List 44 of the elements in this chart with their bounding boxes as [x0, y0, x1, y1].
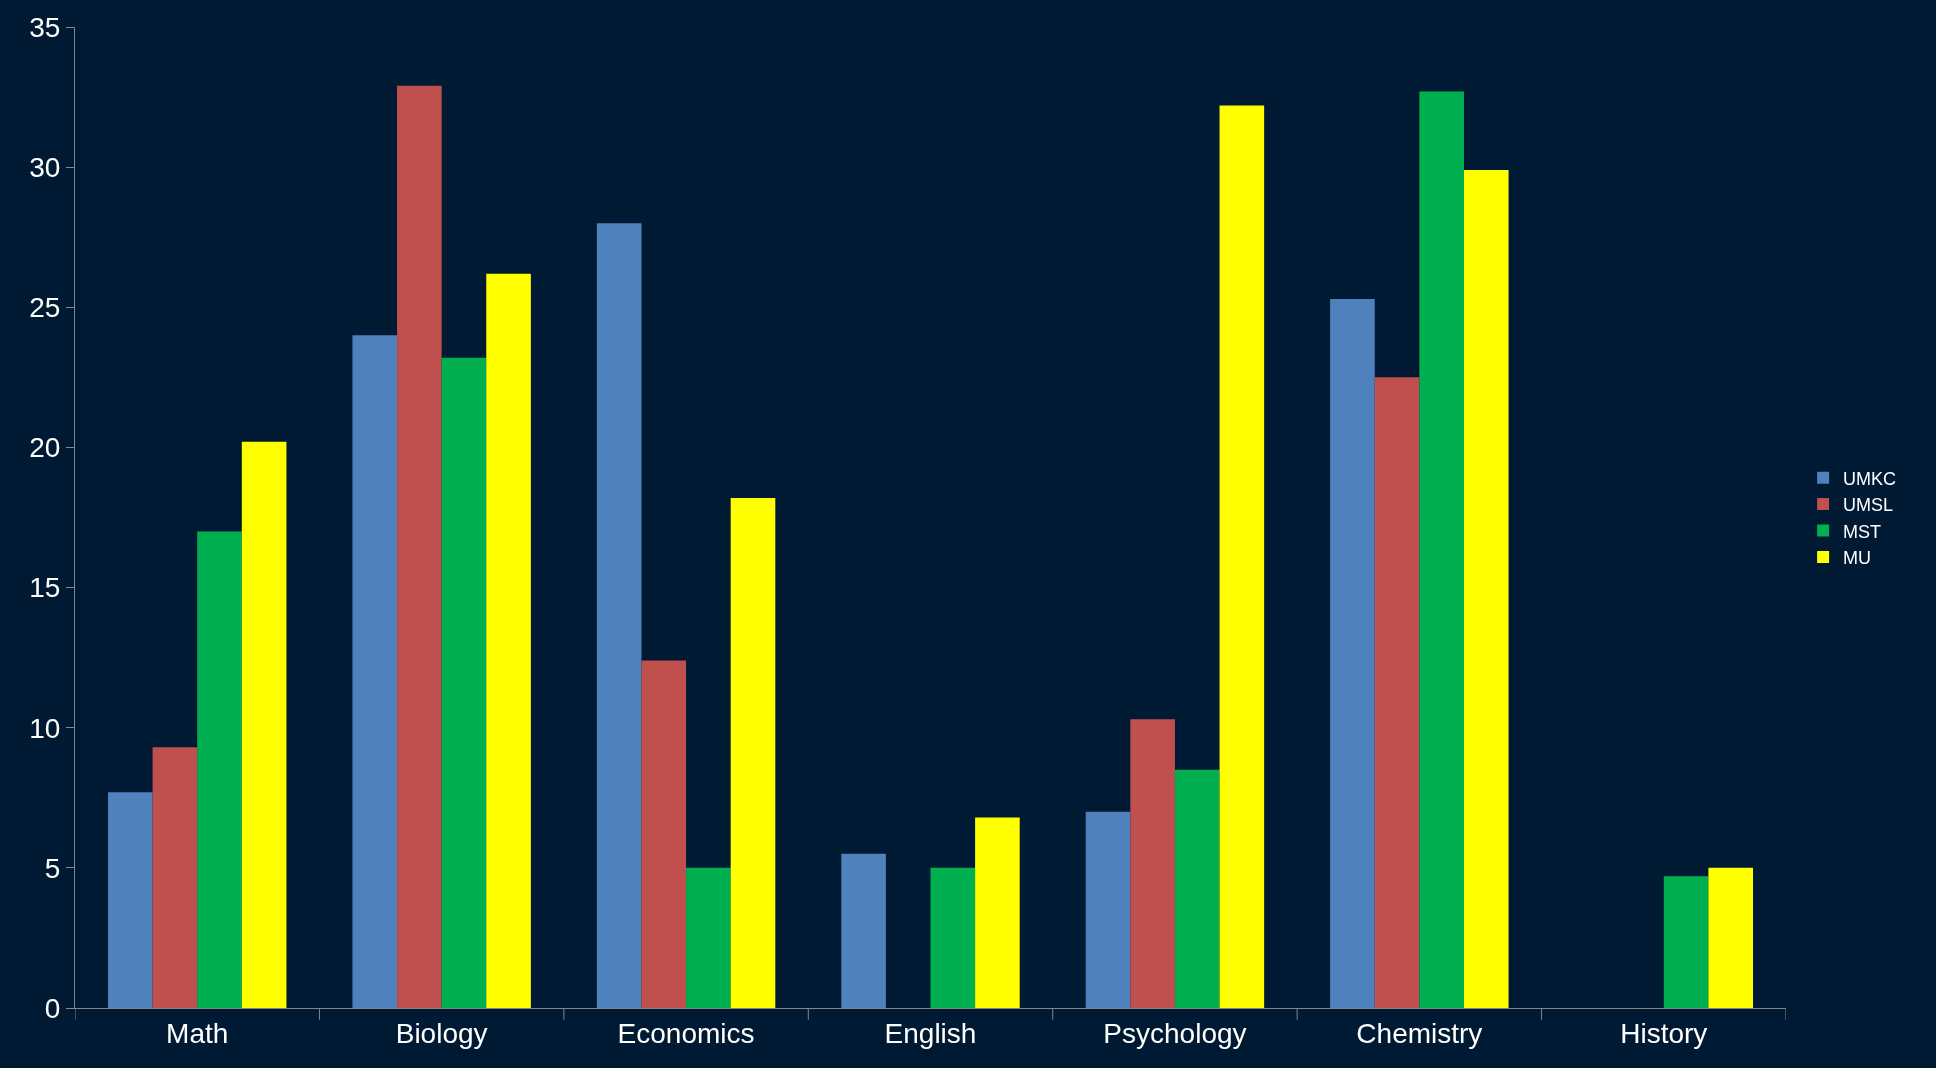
- x-tick-label: Math: [166, 1017, 229, 1049]
- legend-label: MST: [1843, 521, 1882, 542]
- bar: [596, 223, 642, 1008]
- y-tick-label: 25: [29, 292, 61, 324]
- bar: [1085, 811, 1131, 1008]
- x-tick-label: Biology: [395, 1017, 488, 1049]
- bar: [1708, 867, 1753, 1008]
- y-tick-label: 15: [29, 572, 61, 604]
- y-tick-label: 20: [29, 432, 61, 464]
- y-tick-label: 5: [44, 852, 61, 884]
- bar: [686, 867, 731, 1008]
- bar: [152, 747, 198, 1008]
- bar: [1174, 769, 1220, 1008]
- bar: [241, 441, 287, 1008]
- x-tick-label: English: [884, 1017, 977, 1049]
- bar: [1219, 105, 1265, 1008]
- bar: [1663, 876, 1709, 1008]
- x-tick-label: Chemistry: [1356, 1017, 1483, 1049]
- bar: [397, 85, 442, 1008]
- bar: [841, 853, 886, 1008]
- y-tick-label: 10: [29, 712, 61, 744]
- bar: [1374, 377, 1420, 1008]
- bar: [1419, 91, 1464, 1008]
- bar: [352, 335, 398, 1008]
- legend-label: UMKC: [1843, 468, 1897, 489]
- x-tick-label: History: [1620, 1017, 1708, 1049]
- bar: [1330, 298, 1375, 1008]
- legend-label: UMSL: [1843, 495, 1894, 516]
- bar: [486, 273, 531, 1008]
- bar: [197, 531, 242, 1008]
- bar: [441, 357, 487, 1008]
- bar: [975, 817, 1020, 1008]
- bar: [930, 867, 976, 1008]
- bar: [1130, 719, 1175, 1008]
- y-tick-label: 0: [44, 992, 61, 1024]
- bar: [1463, 169, 1509, 1008]
- legend-label: MU: [1843, 547, 1872, 568]
- bar: [108, 792, 153, 1008]
- bar: [730, 497, 776, 1008]
- y-tick-label: 35: [29, 11, 61, 43]
- x-tick-label: Psychology: [1103, 1017, 1247, 1049]
- x-tick-label: Economics: [617, 1017, 755, 1049]
- y-tick-label: 30: [29, 151, 61, 183]
- bar: [641, 660, 687, 1008]
